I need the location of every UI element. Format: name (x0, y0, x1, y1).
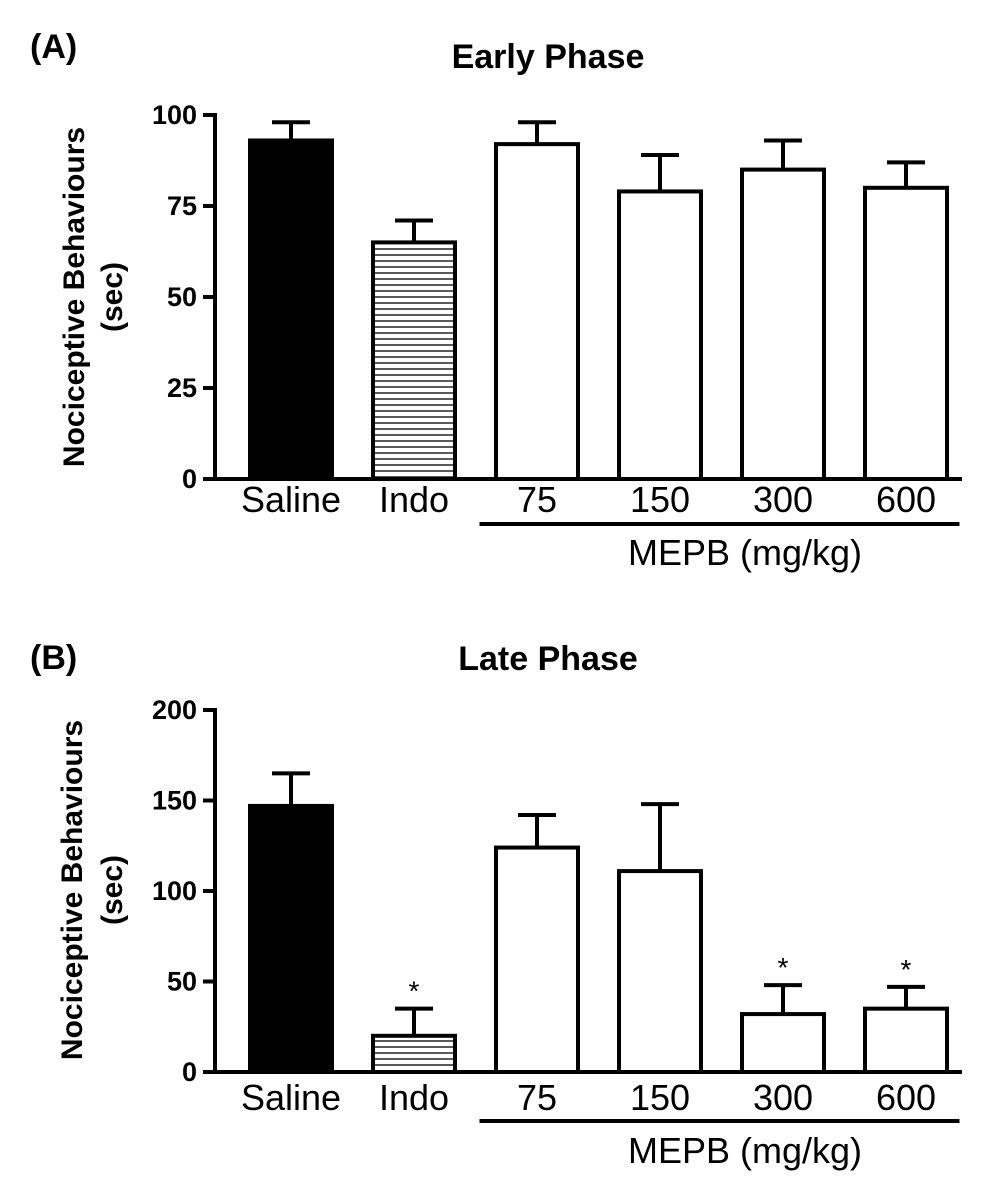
y-tick-label: 50 (167, 282, 197, 312)
chart-title-b: Late Phase (458, 640, 638, 678)
x-tick-label: 600 (876, 479, 936, 520)
y-tick-label: 0 (182, 1057, 197, 1087)
bar-600 (863, 1006, 949, 1074)
bar-150 (617, 869, 703, 1074)
panel-label-b: (B) (30, 639, 77, 677)
x-tick-label: 600 (876, 1077, 936, 1118)
y-tick-label: 100 (152, 100, 197, 130)
y-tick-label: 50 (167, 967, 197, 997)
group-label-a: MEPB (mg/kg) (628, 532, 862, 573)
x-tick-label: Saline (241, 479, 341, 520)
panel-label-a: (A) (30, 28, 77, 66)
bar-300 (740, 167, 826, 481)
chart-a-svg: (A) Early Phase Nociceptive Behaviours (… (30, 28, 962, 573)
chart-panel-b: (B) Late Phase Nociceptive Behaviours (s… (0, 600, 1000, 1200)
x-tick-label: Indo (379, 479, 449, 520)
y-axis-unit-b: (sec) (96, 855, 129, 925)
y-tick-label: 100 (152, 876, 197, 906)
significance-marker: * (901, 954, 912, 985)
significance-marker: * (409, 976, 420, 1007)
x-tick-label: 75 (517, 479, 557, 520)
x-tick-label: Saline (241, 1077, 341, 1118)
chart-b-svg: (B) Late Phase Nociceptive Behaviours (s… (30, 639, 962, 1171)
y-tick-label: 25 (167, 373, 197, 403)
bar-300 (740, 1012, 826, 1074)
bar-saline (248, 138, 334, 481)
y-axis-unit-a: (sec) (96, 262, 129, 332)
bar-indo (371, 240, 457, 481)
chart-panel-a: (A) Early Phase Nociceptive Behaviours (… (30, 28, 962, 573)
y-tick-label: 200 (152, 695, 197, 725)
y-tick-label: 150 (152, 786, 197, 816)
x-tick-label: 150 (630, 479, 690, 520)
group-label-b: MEPB (mg/kg) (628, 1130, 862, 1171)
bar-saline (248, 803, 334, 1074)
x-tick-label: Indo (379, 1077, 449, 1118)
chart-title-a: Early Phase (452, 38, 645, 76)
bar-75 (494, 845, 580, 1074)
bar-75 (494, 142, 580, 481)
y-tick-label: 0 (182, 464, 197, 494)
x-tick-label: 300 (753, 479, 813, 520)
y-tick-label: 75 (167, 191, 197, 221)
y-axis-label-a: Nociceptive Behaviours (58, 127, 91, 467)
x-tick-label: 150 (630, 1077, 690, 1118)
y-axis-label-b: Nociceptive Behaviours (56, 720, 89, 1060)
x-tick-label: 75 (517, 1077, 557, 1118)
bar-600 (863, 185, 949, 482)
bar-150 (617, 189, 703, 481)
significance-marker: * (778, 952, 789, 983)
x-tick-label: 300 (753, 1077, 813, 1118)
bar-indo (371, 1033, 457, 1074)
